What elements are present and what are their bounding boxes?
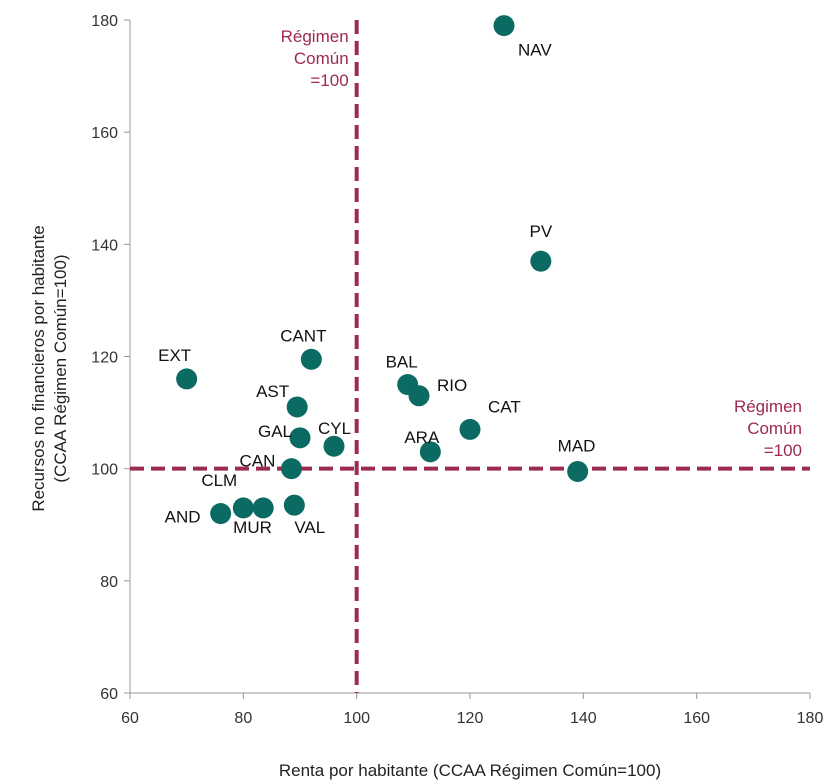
- data-point-val: [283, 494, 305, 516]
- point-labels: NAV PV EXT CANT BAL RIO AST CAT GAL CYL ARA CAN MAD C…: [158, 41, 595, 538]
- point-label-can: CAN: [240, 452, 276, 471]
- y-tick-label: 100: [91, 462, 118, 479]
- point-label-cyl: CYL: [318, 419, 351, 438]
- reference-lines: Régimen Común =100 Régimen Común =100: [130, 20, 810, 693]
- y-tick-label: 140: [91, 237, 118, 254]
- point-label-rio: RIO: [437, 376, 467, 395]
- point-label-cant: CANT: [280, 326, 326, 345]
- data-point-ast: [286, 396, 308, 418]
- x-tick-label: 80: [234, 710, 252, 727]
- point-label-gal: GAL: [258, 422, 292, 441]
- data-point-gal: [289, 427, 311, 449]
- point-label-ara: ARA: [404, 428, 440, 447]
- y-tick-label: 180: [91, 13, 118, 30]
- data-point-clm: [232, 497, 254, 519]
- x-tick-label: 60: [121, 710, 139, 727]
- point-label-ext: EXT: [158, 346, 191, 365]
- point-label-val: VAL: [294, 518, 325, 537]
- y-tick-label: 80: [100, 574, 118, 591]
- point-label-and: AND: [165, 508, 201, 527]
- point-label-pv: PV: [529, 222, 552, 241]
- point-label-nav: NAV: [518, 41, 552, 60]
- vertical-reference-label: Régimen Común =100: [281, 27, 349, 90]
- point-label-ast: AST: [256, 382, 289, 401]
- y-axis-title: Recursos no financieros por habitante (CC…: [29, 225, 70, 511]
- y-tick-label: 120: [91, 350, 118, 367]
- point-label-bal: BAL: [386, 353, 418, 372]
- x-tick-label: 140: [570, 710, 597, 727]
- data-point-pv: [530, 250, 552, 272]
- x-axis-title: Renta por habitante (CCAA Régimen Común=…: [279, 761, 661, 780]
- point-label-clm: CLM: [201, 471, 237, 490]
- data-point-cat: [459, 418, 481, 440]
- data-point-cant: [300, 348, 322, 370]
- x-tick-label: 160: [683, 710, 710, 727]
- x-tick-label: 120: [457, 710, 484, 727]
- y-tick-label: 160: [91, 125, 118, 142]
- horizontal-reference-label: Régimen Común =100: [734, 397, 802, 460]
- data-point-cyl: [323, 435, 345, 457]
- data-point-rio: [408, 385, 430, 407]
- x-tick-label: 100: [343, 710, 370, 727]
- axes: 60 80 100 120 140 160 180 60 80 100 120 140 160 180: [91, 13, 823, 727]
- data-points: [176, 15, 589, 525]
- x-tick-label: 180: [797, 710, 824, 727]
- data-point-and: [210, 503, 232, 525]
- point-label-mur: MUR: [233, 518, 272, 537]
- y-tick-label: 60: [100, 686, 118, 703]
- point-label-cat: CAT: [488, 397, 521, 416]
- data-point-can: [281, 458, 302, 480]
- data-point-nav: [493, 15, 515, 37]
- data-point-ext: [176, 368, 198, 390]
- data-point-ara: [419, 441, 441, 463]
- point-label-mad: MAD: [558, 436, 596, 455]
- data-point-mad: [567, 460, 589, 482]
- data-point-mur: [252, 497, 274, 519]
